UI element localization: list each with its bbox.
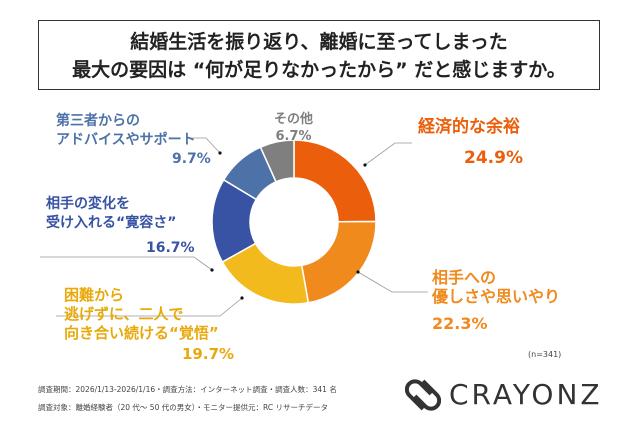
sample-size-note: (n=341) (528, 350, 562, 359)
footer-line2: 調査対象：離婚経験者（20 代～ 50 代の男女）・モニター提供元：RC リサー… (38, 403, 328, 412)
title-box: 結婚生活を振り返り、離婚に至ってしまった 最大の要因は “何が足りなかったから”… (38, 20, 600, 90)
label-tolerance: 相手の変化を 受け入れる“寛容さ” 16.7% (46, 196, 195, 256)
title-line2: 最大の要因は “何が足りなかったから” だと感じますか。 (72, 59, 566, 81)
leader-line (357, 271, 428, 293)
leader-dot (363, 163, 367, 167)
logo-text: CRAYONZ (449, 378, 603, 411)
leader-dot (240, 296, 244, 300)
label-support: 第三者からの アドバイスやサポート 9.7% (56, 113, 211, 167)
label-economic: 経済的な余裕 24.9% (418, 117, 523, 168)
donut-slice (259, 139, 295, 183)
donut-slice (293, 139, 377, 223)
leader-line (186, 137, 221, 154)
leader-line (40, 256, 213, 271)
leader-dot (356, 270, 360, 274)
leader-dot (218, 151, 222, 155)
label-resolve: 困難から 逃げずに、二人で 向き合い続ける“覚悟” 19.7% (64, 286, 235, 363)
footer-line1: 調査期間：2026/1/13-2026/1/16・調査方法：インターネット調査・… (38, 385, 337, 394)
label-kindness: 相手への 優しさや思いやり 22.3% (432, 268, 561, 333)
donut-slice (300, 220, 377, 304)
logo: CRAYONZ (405, 378, 603, 411)
title-line1: 結婚生活を振り返り、離婚に至ってしまった (130, 31, 508, 53)
leader-line (364, 142, 412, 166)
label-other: その他 6.7% (274, 112, 314, 144)
crayonz-logo-icon (405, 378, 441, 411)
leader-dot (210, 268, 214, 272)
leader-line (56, 297, 243, 317)
